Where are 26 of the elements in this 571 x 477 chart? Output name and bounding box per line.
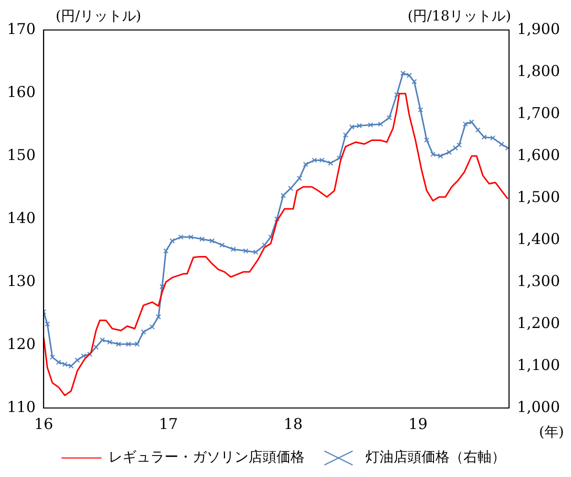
y2-tick-label: 1,800	[517, 62, 560, 80]
y-tick-label: 150	[6, 146, 36, 164]
legend-label: 灯油店頭価格（右軸）	[366, 450, 506, 466]
y2-tick-label: 1,000	[517, 398, 560, 416]
y2-tick-label: 1,500	[517, 188, 560, 206]
y-tick-label: 170	[6, 20, 36, 38]
y2-tick-label: 1,900	[517, 20, 560, 38]
x-tick-label: 16	[34, 414, 54, 433]
y-tick-label: 110	[6, 398, 36, 416]
y2-axis-title: (円/18リットル)	[408, 8, 512, 25]
y2-tick-label: 1,700	[517, 104, 560, 122]
y-tick-label: 120	[6, 334, 36, 353]
x-axis-title: (年)	[539, 424, 564, 441]
y-axis-title: (円/リットル)	[56, 8, 142, 25]
y2-tick-label: 1,400	[517, 230, 560, 248]
y-tick-label: 160	[6, 82, 36, 101]
legend-label: レギュラー・ガソリン店頭価格	[108, 450, 304, 466]
y-tick-label: 140	[6, 208, 36, 227]
y2-tick-label: 1,200	[517, 314, 560, 332]
x-tick-label: 17	[158, 414, 178, 433]
x-tick-label: 18	[284, 414, 303, 433]
y2-tick-label: 1,300	[517, 272, 560, 290]
x-tick-label: 19	[408, 414, 428, 433]
y2-tick-label: 1,100	[517, 356, 560, 374]
y-tick-label: 130	[6, 272, 36, 290]
y2-tick-label: 1,600	[517, 146, 560, 164]
